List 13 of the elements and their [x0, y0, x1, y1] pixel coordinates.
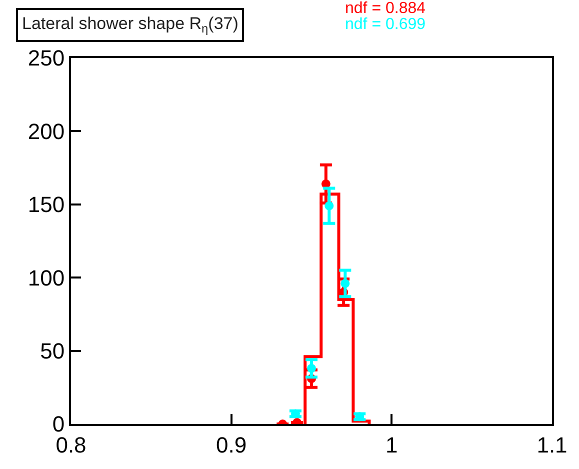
x-tick-label: 0.9: [216, 432, 247, 458]
chart-title: Lateral shower shape R$_{η}$(37): [22, 14, 238, 36]
x-tick-label: 1: [386, 432, 398, 458]
y-tick-label: 50: [40, 338, 65, 364]
point: [324, 201, 334, 210]
text: ndf = 0.884: [345, 0, 426, 17]
point: [340, 278, 350, 288]
y-tick-label: 150: [28, 192, 65, 218]
text: ndf = 0.699: [345, 16, 426, 33]
y-tick-label: 100: [28, 265, 65, 290]
y-tick-label: 250: [28, 46, 65, 71]
x-tick-label: 1.1: [536, 432, 568, 458]
y-tick-label: 200: [28, 118, 65, 144]
